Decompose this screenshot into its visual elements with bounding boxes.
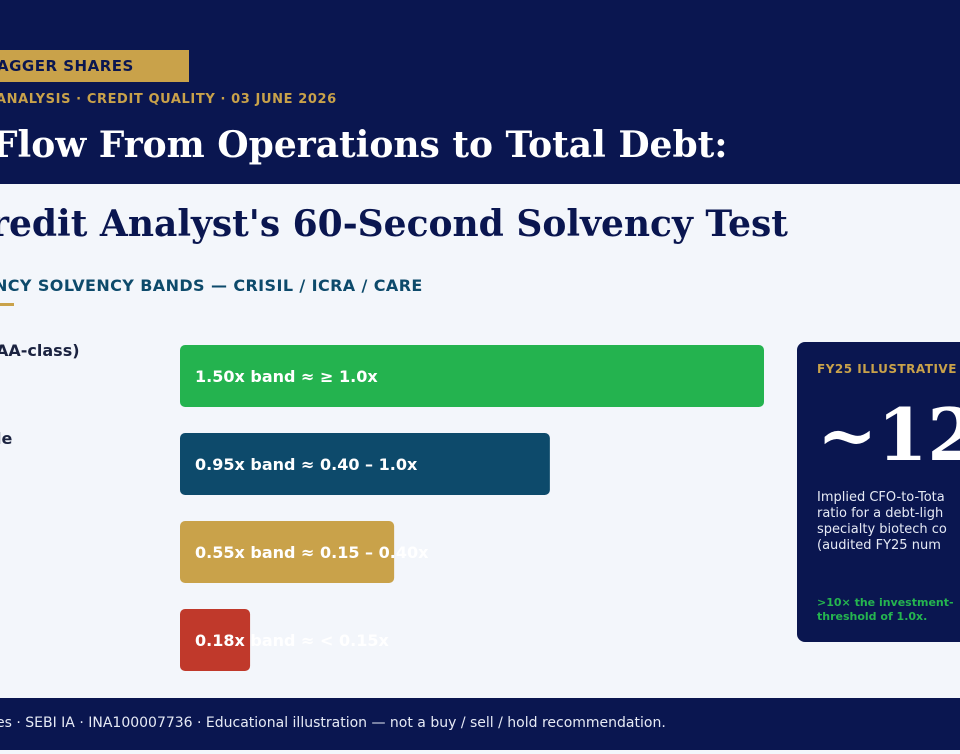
bar-label-3: 0.55x band ≈ 0.15 – 0.40x — [195, 543, 429, 562]
section-label: NCY SOLVENCY BANDS — CRISIL / ICRA / CAR… — [0, 276, 423, 295]
bar-3 — [180, 521, 395, 583]
card-description: Implied CFO-to-Tota ratio for a debt-lig… — [817, 490, 947, 553]
footer-bar: es · SEBI IA · INA100007736 · Educationa… — [0, 698, 960, 750]
card-kicker: FY25 ILLUSTRATIVE — [817, 362, 957, 376]
fy25-illustrative-card: FY25 ILLUSTRATIVE ~12 Implied CFO-to-Tot… — [797, 342, 960, 642]
bar-1 — [180, 345, 764, 407]
bar-2 — [180, 433, 550, 495]
card-note: >10× the investment- threshold of 1.0x. — [817, 596, 954, 623]
bar-label-4: 0.18x band ≈ < 0.15x — [195, 631, 389, 650]
page-title-line-2: redit Analyst's 60-Second Solvency Test — [0, 203, 788, 245]
footer-disclaimer: es · SEBI IA · INA100007736 · Educationa… — [0, 715, 666, 731]
bar-label-1: 1.50x band ≈ ≥ 1.0x — [195, 367, 378, 386]
bar-label-2: 0.95x band ≈ 0.40 – 1.0x — [195, 455, 418, 474]
card-big-value: ~12 — [817, 392, 960, 477]
page-title-line-1: Flow From Operations to Total Debt: — [0, 124, 728, 166]
band-label-1: AA-class) — [0, 341, 80, 360]
bar-4 — [180, 609, 251, 671]
header-banner: AGGER SHARES ANALYSIS · CREDIT QUALITY ·… — [0, 0, 960, 184]
band-label-2: le — [0, 429, 13, 448]
section-underline — [0, 303, 14, 306]
brand-tag: AGGER SHARES — [0, 50, 189, 82]
header-kicker: ANALYSIS · CREDIT QUALITY · 03 JUNE 2026 — [0, 92, 337, 107]
